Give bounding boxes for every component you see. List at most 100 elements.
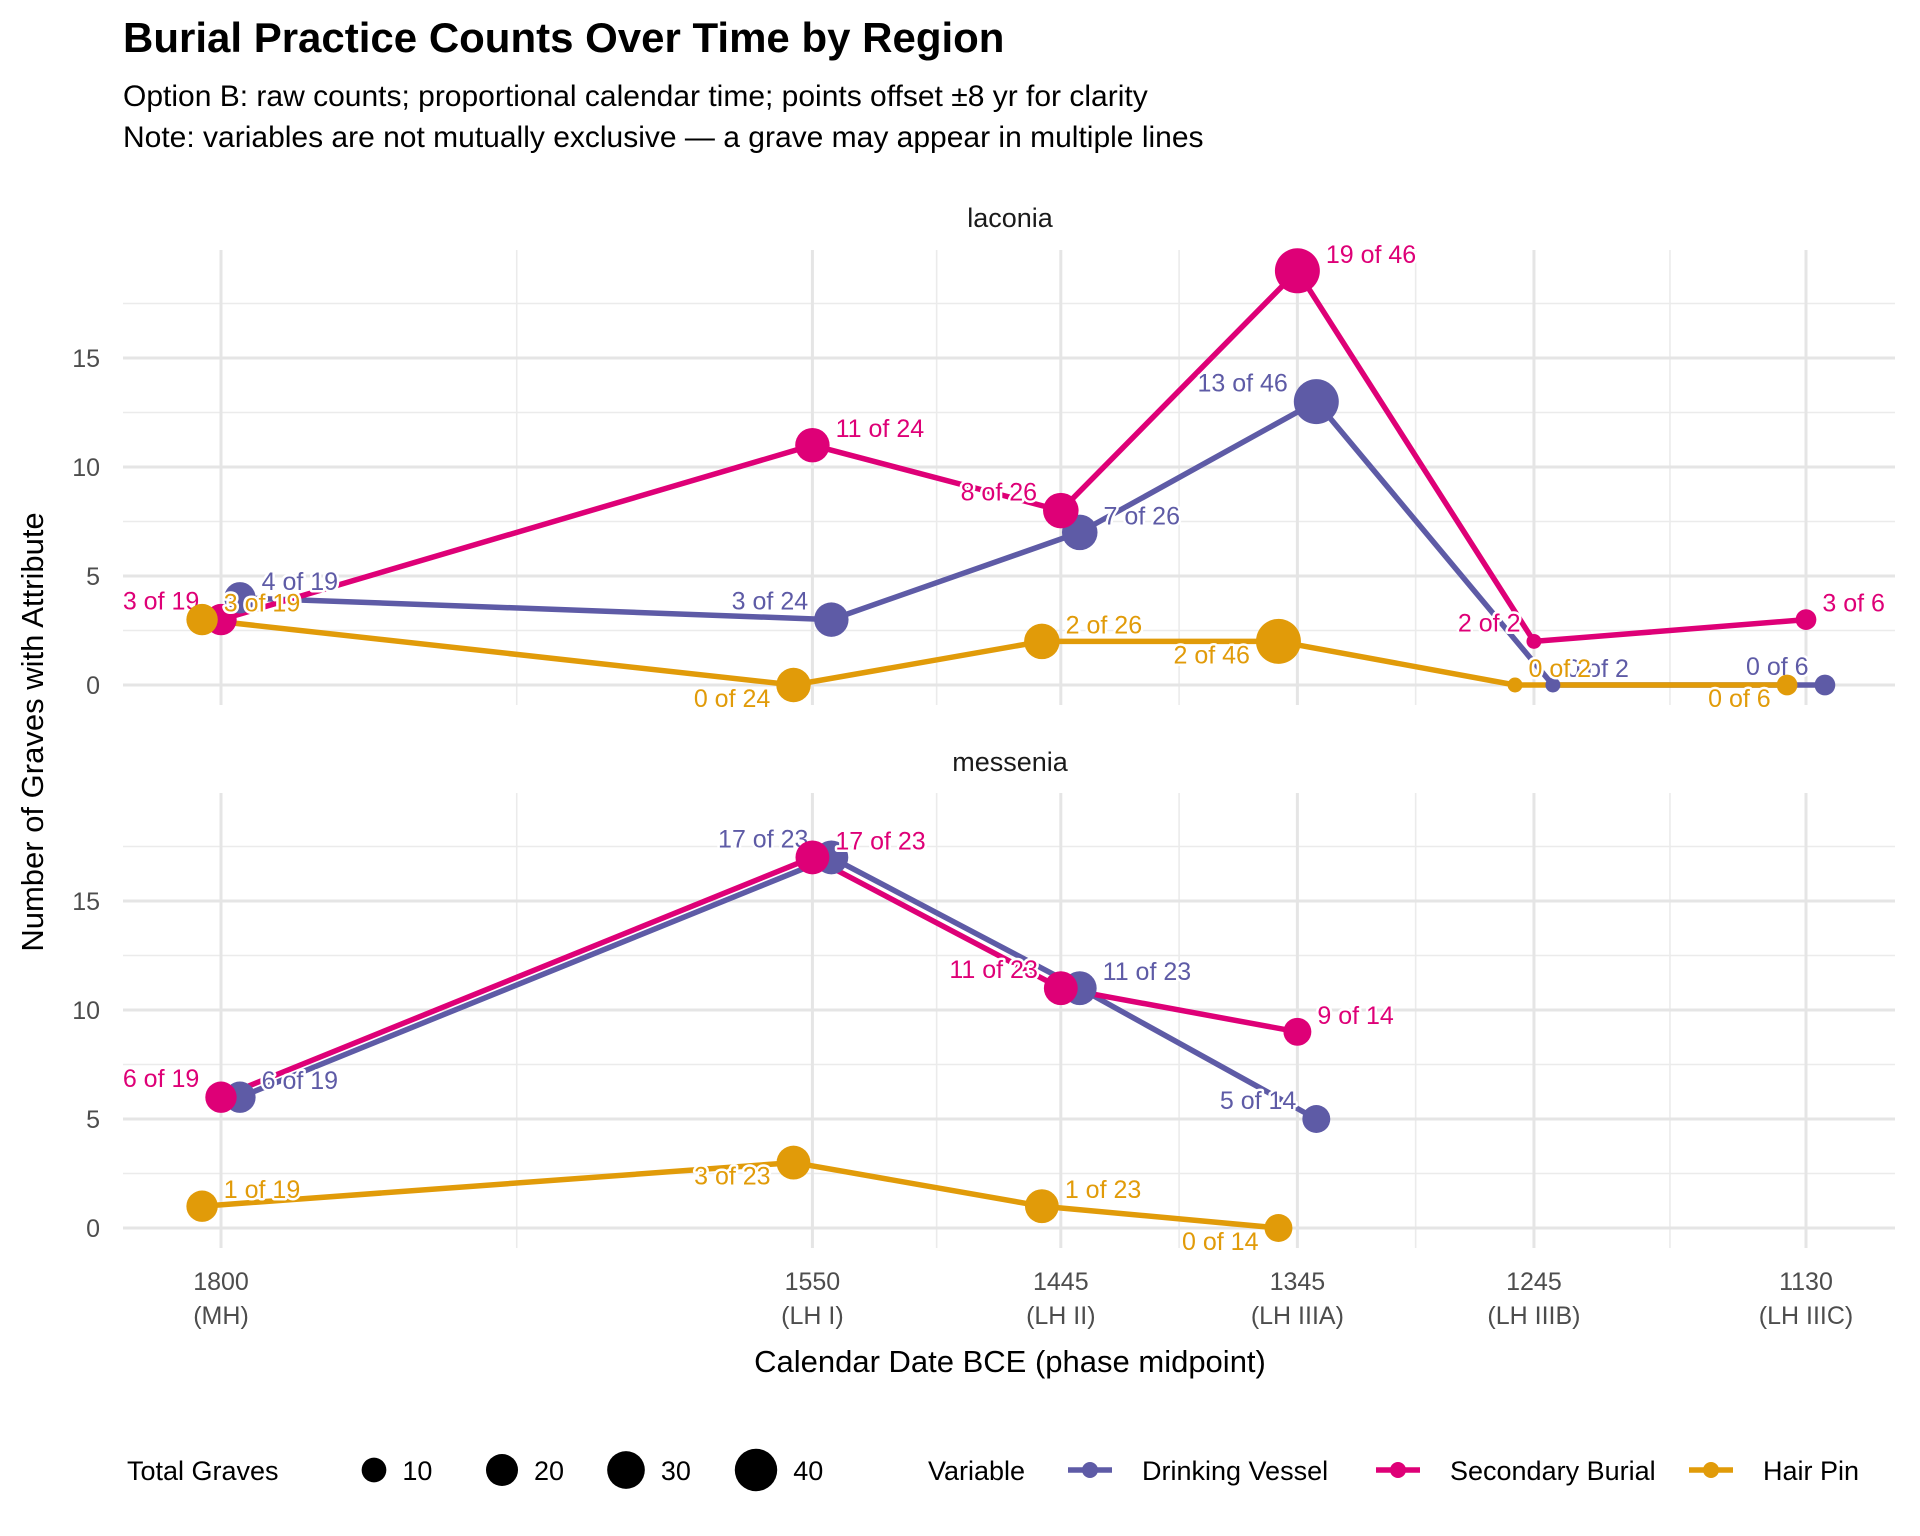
y-axis-title: Number of Graves with Attribute: [15, 512, 50, 951]
data-point: [776, 667, 811, 703]
data-point: [1255, 618, 1301, 664]
x-tick-phase-label: (LH IIIB): [1487, 1302, 1580, 1330]
data-point: [1302, 1105, 1331, 1133]
data-label: 17 of 23: [718, 825, 808, 853]
y-tick-label: 10: [72, 454, 100, 482]
x-axis-title: Calendar Date BCE (phase midpoint): [754, 1344, 1266, 1379]
legend-color-key-point: [1390, 1462, 1406, 1478]
chart-subtitle-line-2: Note: variables are not mutually exclusi…: [123, 121, 1204, 154]
data-point: [186, 603, 218, 636]
y-tick-label: 10: [72, 997, 100, 1025]
x-tick-label: 1800: [193, 1268, 249, 1296]
data-label: 0 of 2: [1566, 655, 1629, 683]
x-tick-label: 1345: [1270, 1268, 1326, 1296]
data-point: [1293, 379, 1339, 425]
data-label: 7 of 26: [1104, 502, 1180, 530]
data-point: [186, 1190, 218, 1222]
y-tick-label: 5: [86, 563, 100, 591]
data-label: 3 of 24: [732, 588, 809, 616]
data-label: 0 of 14: [1182, 1228, 1259, 1256]
series-line-laconia-secondary-burial: [220, 268, 1807, 645]
x-tick-label: 1550: [785, 1268, 841, 1296]
x-tick-label: 1445: [1033, 1268, 1089, 1296]
y-tick-label: 5: [86, 1106, 100, 1134]
data-label: 0 of 24: [694, 685, 771, 713]
data-label: 11 of 23: [1103, 958, 1192, 986]
legend-size-key: [607, 1451, 645, 1489]
data-label: 3 of 19: [123, 588, 199, 616]
x-tick-phase-label: (MH): [193, 1302, 249, 1330]
legend-size-label: 20: [534, 1456, 564, 1486]
data-label: 2 of 46: [1174, 641, 1250, 669]
data-label: 17 of 23: [835, 827, 925, 855]
data-point: [1545, 677, 1561, 693]
data-point: [1795, 609, 1817, 630]
legend-color-label: Drinking Vessel: [1142, 1456, 1328, 1486]
series-line-messenia-hair-pin: [201, 1159, 1279, 1231]
legend-size-label: 40: [793, 1456, 823, 1486]
data-label: 3 of 6: [1822, 590, 1885, 618]
data-label: 2 of 26: [1066, 611, 1142, 639]
legend-size-label: 30: [661, 1456, 691, 1486]
legend: Total Graves 10 20 30 40 Variable Drinking Ves…: [127, 1448, 1859, 1492]
series-line-messenia-secondary-burial: [219, 854, 1298, 1100]
panel-strip-label-laconia: laconia: [967, 203, 1054, 233]
legend-size-key: [361, 1457, 387, 1483]
data-label: 0 of 2: [1528, 655, 1591, 683]
x-tick-phase-label: (LH II): [1026, 1302, 1095, 1330]
data-label: 11 of 23: [949, 956, 1038, 984]
data-point: [1043, 971, 1078, 1006]
legend-size-title: Total Graves: [127, 1456, 279, 1486]
y-tick-label: 15: [72, 345, 100, 373]
data-point: [1043, 492, 1079, 529]
data-point: [1507, 677, 1523, 693]
data-label: 5 of 14: [1220, 1087, 1297, 1115]
chart-subtitle-line-1: Option B: raw counts; proportional calen…: [123, 80, 1148, 113]
data-label: 8 of 26: [961, 479, 1037, 507]
panel-strip-label-messenia: messenia: [952, 747, 1069, 777]
data-label: 6 of 19: [123, 1065, 199, 1093]
data-point: [776, 1145, 811, 1180]
data-point: [814, 602, 849, 637]
legend-size-key: [734, 1448, 778, 1492]
data-label: 4 of 19: [262, 568, 338, 596]
data-point: [795, 427, 830, 463]
data-point: [1024, 623, 1060, 660]
data-label: 6 of 19: [262, 1067, 338, 1095]
data-label: 3 of 19: [224, 590, 300, 618]
x-tick-phase-label: (LH IIIC): [1759, 1302, 1853, 1330]
data-point: [795, 840, 830, 875]
x-tick-label: 1130: [1779, 1268, 1833, 1296]
y-tick-label: 15: [72, 888, 100, 916]
chart-title: Burial Practice Counts Over Time by Regi…: [123, 14, 1005, 61]
data-point: [205, 1081, 237, 1113]
data-label: 13 of 46: [1197, 370, 1287, 398]
data-label: 0 of 6: [1746, 653, 1809, 681]
legend-color-label: Hair Pin: [1763, 1456, 1859, 1486]
data-label: 1 of 19: [224, 1176, 300, 1204]
data-point: [1776, 674, 1798, 696]
data-point: [1024, 1189, 1059, 1224]
data-label: 2 of 2: [1458, 609, 1521, 637]
legend-color-label: Secondary Burial: [1450, 1456, 1656, 1486]
data-label: 11 of 24: [836, 415, 925, 443]
data-label: 1 of 23: [1065, 1176, 1141, 1204]
data-point: [1283, 1017, 1312, 1046]
y-tick-label: 0: [86, 1215, 100, 1243]
legend-size-key: [485, 1453, 519, 1487]
legend-color-title: Variable: [928, 1456, 1025, 1486]
series-line-laconia-hair-pin: [201, 616, 1788, 688]
data-label: 19 of 46: [1326, 241, 1416, 269]
data-point: [1814, 674, 1836, 696]
legend-size-label: 10: [402, 1456, 432, 1486]
legend-color-key-point: [1703, 1462, 1719, 1478]
data-point: [1274, 248, 1320, 294]
data-point: [1264, 1214, 1293, 1242]
data-label: 0 of 6: [1708, 685, 1771, 713]
x-tick-phase-label: (LH I): [781, 1302, 844, 1330]
data-point: [1526, 633, 1542, 649]
x-tick-phase-label: (LH IIIA): [1251, 1302, 1344, 1330]
data-label: 3 of 23: [694, 1163, 770, 1191]
